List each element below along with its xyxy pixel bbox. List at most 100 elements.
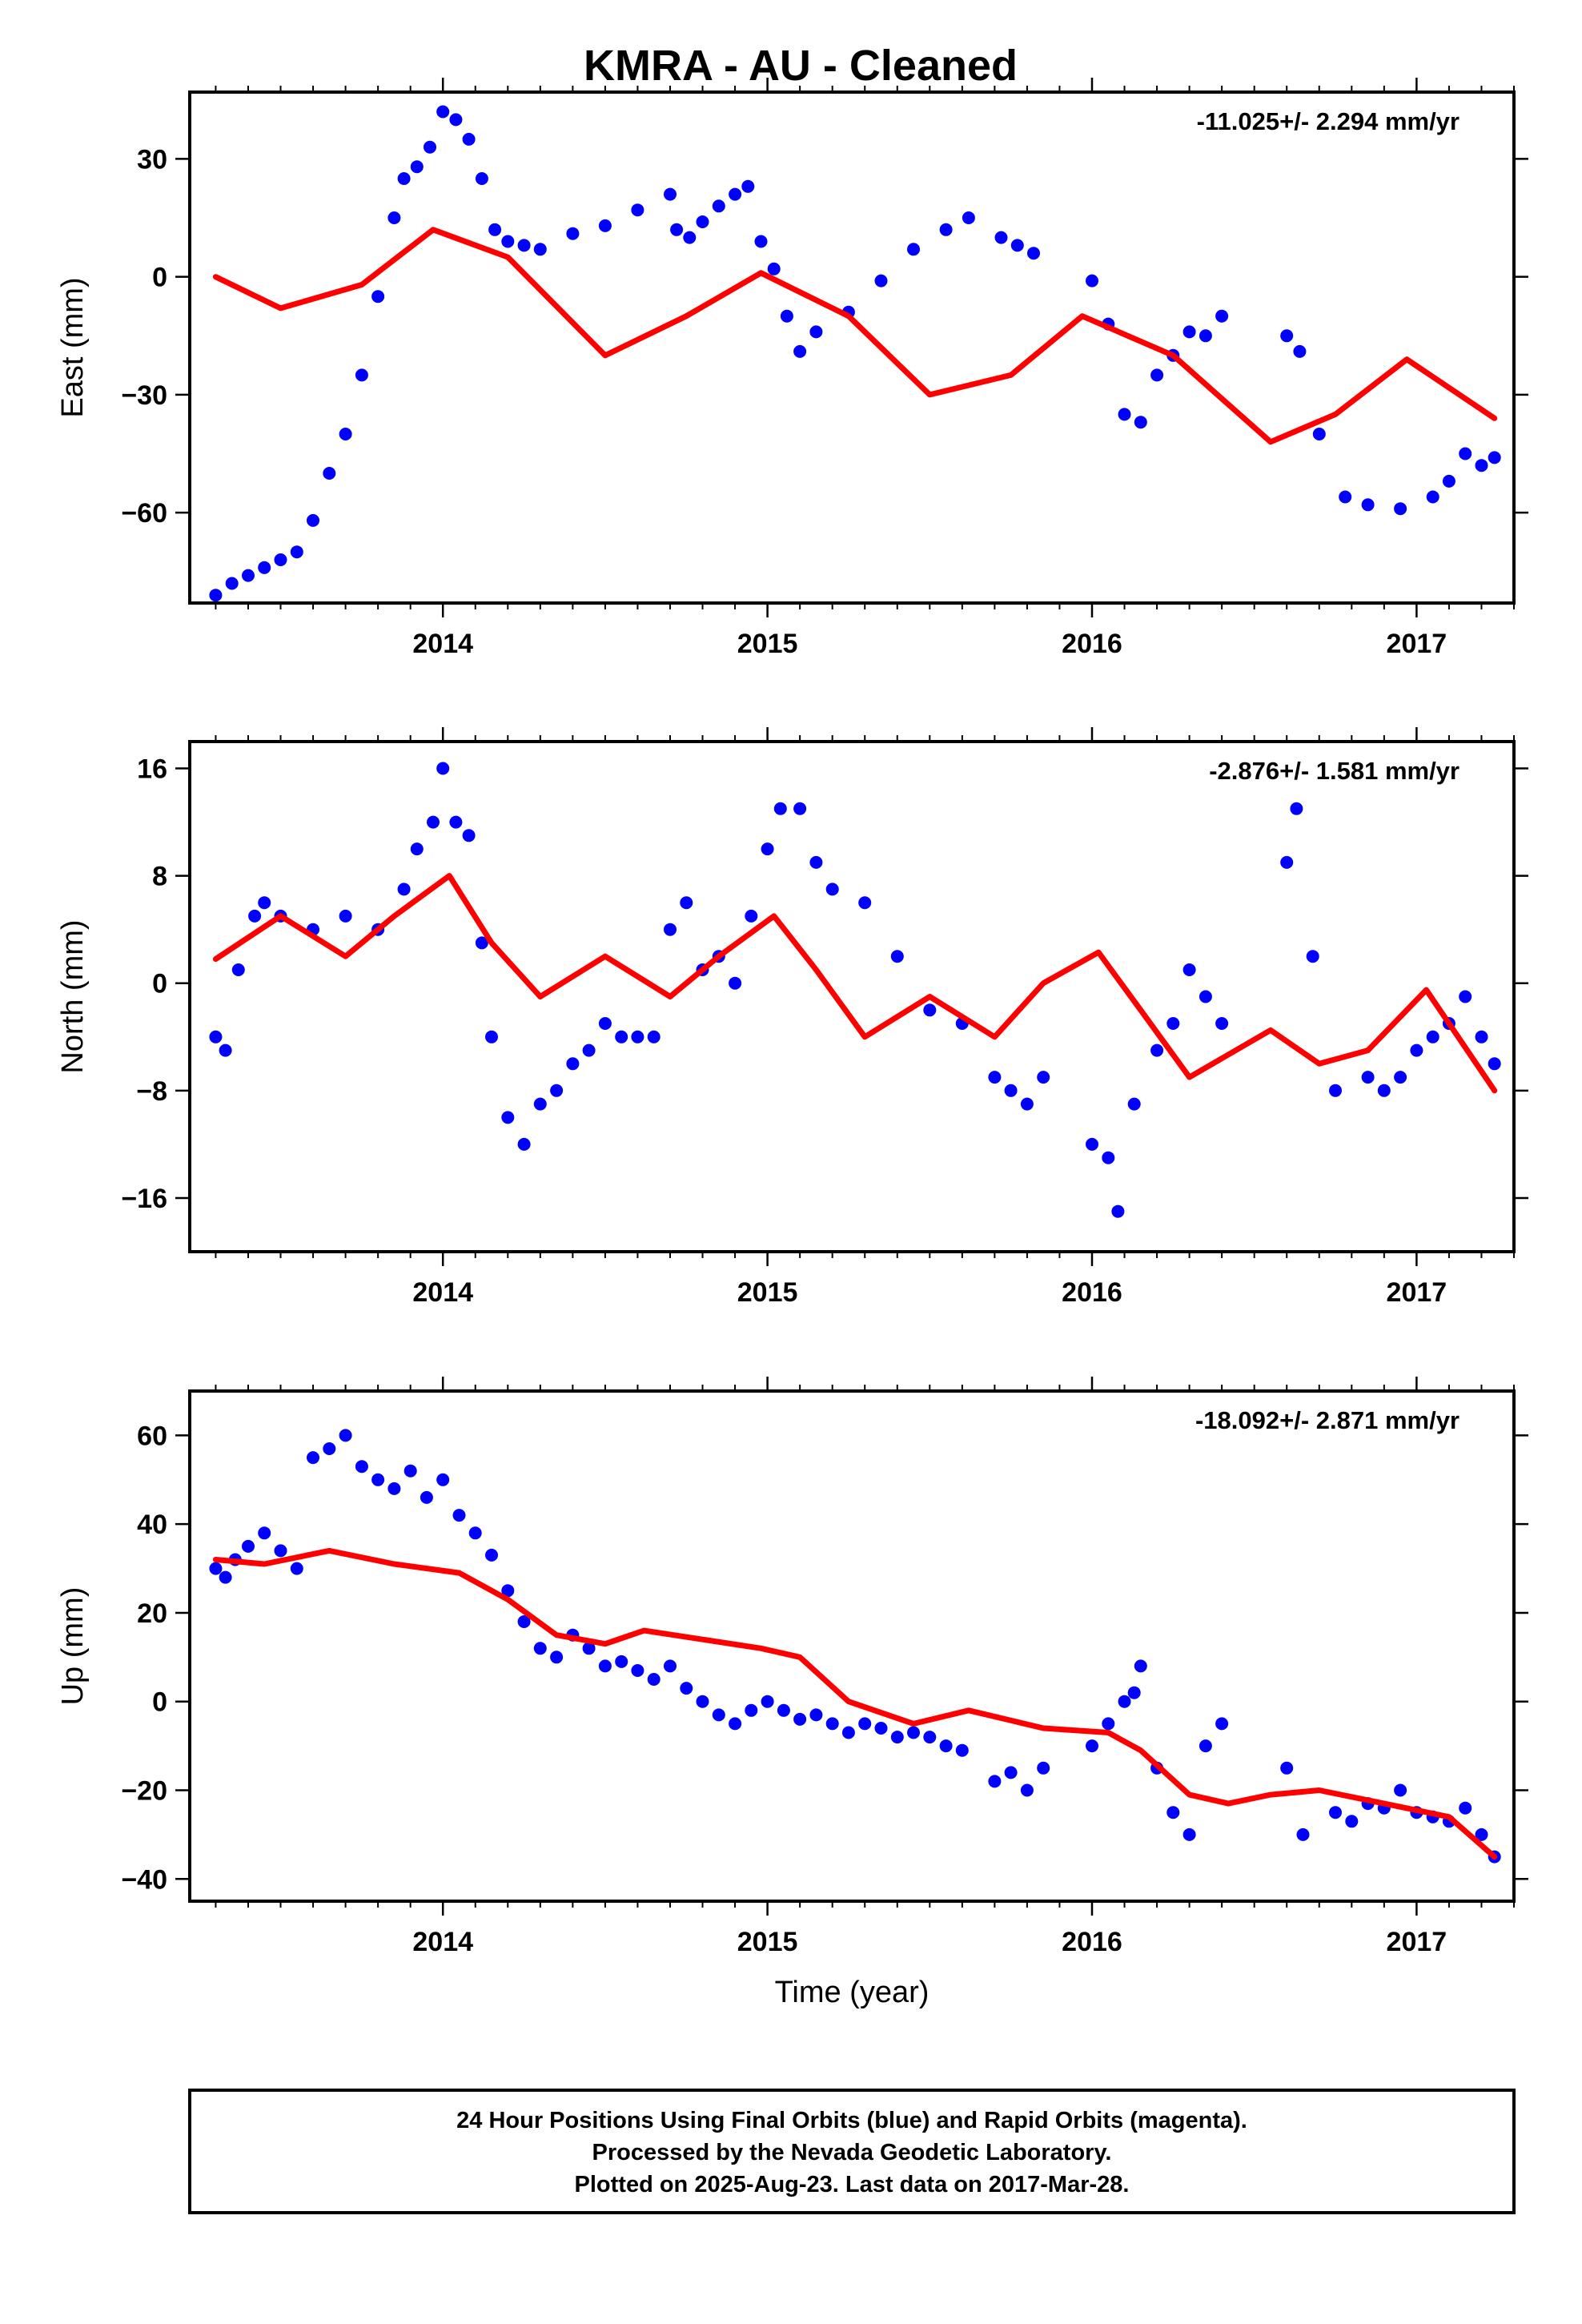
data-point <box>1459 1801 1472 1815</box>
data-point <box>550 1651 564 1664</box>
y-tick-label: −8 <box>136 1076 167 1107</box>
data-point <box>923 1731 937 1744</box>
data-point <box>664 187 677 201</box>
x-tick-label: 2016 <box>1062 1927 1122 1957</box>
data-point <box>696 215 709 228</box>
data-point <box>712 1708 725 1722</box>
footer-line-3: Plotted on 2025-Aug-23. Last data on 201… <box>575 2172 1130 2197</box>
data-point <box>566 227 580 240</box>
y-tick-label: 0 <box>152 1687 167 1718</box>
plot-area <box>209 105 1501 602</box>
data-point <box>1280 855 1294 869</box>
data-point <box>729 976 742 990</box>
data-point <box>1293 344 1307 358</box>
y-tick-label: −20 <box>121 1776 167 1807</box>
rate-label: -18.092+/- 2.871 mm/yr <box>1195 1406 1460 1434</box>
data-point <box>761 842 774 856</box>
data-point <box>1127 1686 1141 1699</box>
x-tick-label: 2016 <box>1062 1277 1122 1308</box>
data-point <box>427 815 440 829</box>
data-point <box>397 883 411 896</box>
data-point <box>517 239 531 252</box>
data-point <box>745 1703 758 1717</box>
data-point <box>1488 1057 1501 1071</box>
data-point <box>1306 950 1319 963</box>
y-tick-label: 40 <box>137 1510 167 1540</box>
data-point <box>754 235 768 248</box>
data-point <box>449 113 463 127</box>
data-point <box>501 1584 515 1598</box>
data-point <box>1199 1739 1212 1753</box>
data-point <box>1280 1761 1294 1775</box>
data-point <box>729 187 742 201</box>
x-tick-label: 2014 <box>412 629 473 659</box>
data-point <box>890 950 904 963</box>
data-point <box>1010 239 1024 252</box>
data-point <box>387 211 401 224</box>
data-point <box>355 1460 368 1474</box>
data-point <box>501 235 515 248</box>
y-axis-label: North (mm) <box>56 919 90 1073</box>
data-point <box>793 344 807 358</box>
data-point <box>988 1071 1002 1084</box>
data-point <box>323 1442 336 1455</box>
data-point <box>729 1717 742 1731</box>
data-point <box>809 1708 823 1722</box>
data-point <box>1215 309 1229 323</box>
data-point <box>462 829 476 842</box>
data-point <box>1037 1761 1050 1775</box>
data-point <box>1361 498 1375 512</box>
data-point <box>485 1548 498 1562</box>
data-point <box>1410 1043 1423 1057</box>
data-point <box>1166 1017 1180 1030</box>
data-point <box>410 160 424 174</box>
data-point <box>231 963 245 976</box>
footer-line-1: 24 Hour Positions Using Final Orbits (bl… <box>456 2108 1247 2133</box>
y-tick-label: 8 <box>152 862 167 892</box>
data-point <box>258 1526 271 1540</box>
data-point <box>1394 502 1407 516</box>
data-point <box>767 262 781 275</box>
y-tick-label: 20 <box>137 1598 167 1629</box>
x-tick-label: 2014 <box>412 1927 473 1957</box>
data-point <box>858 896 872 910</box>
data-point <box>517 1615 531 1628</box>
data-point <box>631 203 644 217</box>
data-point <box>1118 1695 1131 1708</box>
data-point <box>242 1539 255 1553</box>
data-point <box>1475 1030 1488 1043</box>
data-point <box>436 105 450 119</box>
data-point <box>1182 963 1196 976</box>
data-point <box>1004 1766 1018 1779</box>
data-point <box>680 896 693 910</box>
data-point <box>436 1473 450 1486</box>
data-point <box>962 211 975 224</box>
data-point <box>1290 802 1303 815</box>
x-tick-label: 2014 <box>412 1277 473 1308</box>
data-point <box>501 1111 515 1124</box>
data-point <box>1127 1097 1141 1111</box>
panel-3: 2014 2015 2016 2017 −40 −20 0 20 40 60 Up (mm) Time… <box>56 1377 1528 2009</box>
data-point <box>582 1642 596 1655</box>
data-point <box>488 223 502 236</box>
data-point <box>410 842 424 856</box>
x-tick-label: 2015 <box>737 629 798 659</box>
data-point <box>1296 1827 1310 1841</box>
data-point <box>468 1526 482 1540</box>
data-point <box>1339 490 1352 504</box>
model-curve <box>212 873 1498 1094</box>
data-point <box>631 1030 644 1043</box>
panel-1: 2014 2015 2016 2017 −60 −30 0 30 East (mm) -11.02… <box>56 78 1528 659</box>
y-axis-label: Up (mm) <box>56 1587 90 1706</box>
data-point <box>274 553 287 566</box>
data-point <box>664 1659 677 1673</box>
data-point <box>598 1659 612 1673</box>
data-point <box>696 1695 709 1708</box>
data-point <box>858 1717 872 1731</box>
data-point <box>793 802 807 815</box>
y-tick-label: 60 <box>137 1421 167 1451</box>
data-point <box>809 855 823 869</box>
data-point <box>1459 990 1472 1003</box>
plot-frame <box>188 90 1516 605</box>
